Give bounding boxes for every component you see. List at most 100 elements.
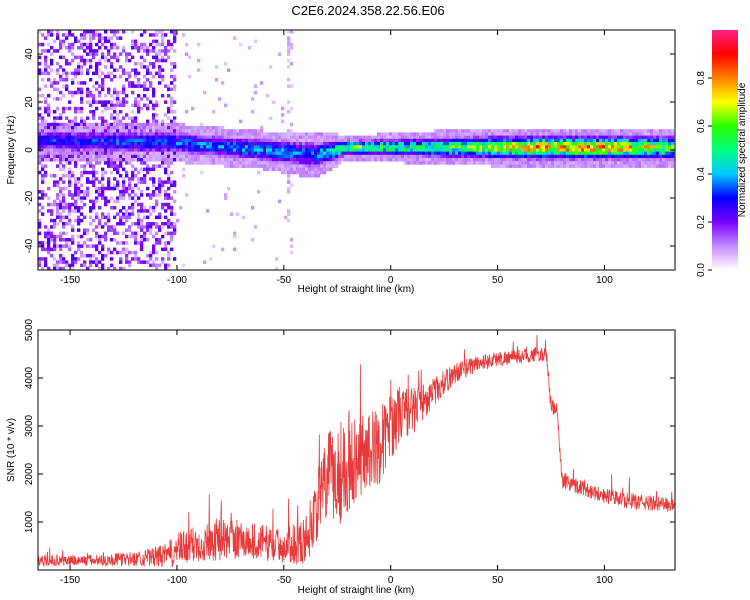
- spectrogram-cell: [182, 167, 186, 172]
- spectrogram-cell: [662, 145, 666, 149]
- spectrogram-cell: [185, 110, 189, 114]
- spectrogram-cell: [176, 135, 180, 140]
- spectrogram-cell: [47, 142, 51, 146]
- spectrogram-cell: [506, 142, 510, 146]
- spectrogram-cell: [221, 161, 225, 165]
- spectrogram-cell: [230, 135, 234, 140]
- spectrogram-cell: [134, 46, 138, 50]
- spectrogram-cell: [227, 161, 231, 165]
- spectrogram-cell: [572, 129, 576, 133]
- spectrogram-cell: [656, 164, 660, 168]
- spectrogram-cell: [92, 110, 96, 114]
- spectrogram-cell: [650, 145, 654, 149]
- spectrogram-cell: [95, 81, 99, 85]
- spectrogram-cell: [134, 151, 138, 156]
- spectrogram-cell: [164, 190, 168, 194]
- colorbar-tick-label: 0.2: [696, 215, 707, 229]
- spectrogram-cell: [161, 74, 165, 79]
- spectrogram-cell: [635, 132, 639, 136]
- spectrogram-cell: [239, 145, 243, 149]
- spectrogram-cell: [653, 135, 657, 140]
- spectrogram-cell: [98, 122, 102, 127]
- spectrogram-cell: [584, 132, 588, 136]
- spectrogram-cell: [74, 142, 78, 146]
- spectrogram-cell: [56, 135, 60, 140]
- spectrogram-cell: [68, 161, 72, 165]
- spectrogram-cell: [155, 30, 159, 34]
- spectrogram-cell: [473, 129, 477, 133]
- spectrogram-cell: [398, 151, 402, 156]
- spectrogram-cell: [173, 119, 177, 124]
- spectrogram-cell: [278, 164, 282, 168]
- spectrogram-cell: [332, 148, 336, 152]
- spectrogram-cell: [284, 138, 288, 143]
- spectrogram-cell: [167, 106, 171, 111]
- spectrogram-cell: [293, 158, 297, 162]
- spectrogram-cell: [542, 135, 546, 140]
- spectrogram-cell: [332, 151, 336, 156]
- spectrogram-cell: [671, 161, 675, 165]
- spectrogram-cell: [149, 145, 153, 149]
- spectrogram-cell: [284, 167, 288, 172]
- spectrogram-cell: [59, 190, 63, 194]
- spectrogram-cell: [596, 148, 600, 152]
- spectrogram-cell: [137, 186, 141, 191]
- spectrogram-cell: [644, 161, 648, 165]
- spectrogram-cell: [107, 218, 111, 223]
- spectrogram-cell: [644, 132, 648, 136]
- spectrogram-cell: [656, 158, 660, 162]
- spectrogram-cell: [59, 142, 63, 146]
- spectrogram-cell: [482, 135, 486, 140]
- spectrogram-cell: [290, 46, 294, 50]
- spectrogram-cell: [284, 132, 288, 136]
- spectrogram-cell: [113, 42, 117, 47]
- spectrogram-cell: [140, 206, 144, 210]
- spectrogram-cell: [77, 209, 81, 213]
- spectrogram-cell: [629, 129, 633, 133]
- spectrogram-cells: [38, 30, 675, 271]
- spectrogram-cell: [53, 122, 57, 127]
- spectrogram-cell: [458, 142, 462, 146]
- spectrogram-cell: [134, 116, 138, 120]
- spectrogram-cell: [626, 151, 630, 156]
- spectrogram-cell: [590, 151, 594, 156]
- spectrogram-cell: [74, 90, 78, 95]
- spectrogram-cell: [491, 154, 495, 159]
- spectrogram-cell: [44, 148, 48, 152]
- spectrogram-cell: [212, 135, 216, 140]
- spectrogram-cell: [158, 145, 162, 149]
- spectrogram-cell: [572, 132, 576, 136]
- spectrogram-cell: [575, 158, 579, 162]
- spectrogram-cell: [245, 158, 249, 162]
- spectrogram-cell: [197, 68, 201, 72]
- spectrogram-cell: [620, 132, 624, 136]
- spectrogram-cell: [56, 145, 60, 149]
- spectrogram-cell: [314, 148, 318, 152]
- spectrogram-cell: [548, 161, 552, 165]
- spectrogram-cell: [389, 148, 393, 152]
- spectrogram-cell: [488, 154, 492, 159]
- spectrogram-cell: [293, 151, 297, 156]
- spectrogram-cell: [245, 142, 249, 146]
- spectrogram-cell: [38, 231, 42, 236]
- spectrogram-cell: [596, 142, 600, 146]
- spectrogram-cell: [122, 206, 126, 210]
- spectrogram-cell: [236, 158, 240, 162]
- spectrogram-cell: [590, 154, 594, 159]
- spectrogram-cell: [461, 161, 465, 165]
- spectrogram-cell: [530, 161, 534, 165]
- spectrogram-cell: [101, 170, 105, 175]
- spectrogram-cell: [128, 135, 132, 140]
- spectrogram-cell: [50, 33, 54, 37]
- spectrogram-cell: [182, 122, 186, 127]
- spectrogram-cell: [293, 132, 297, 136]
- spectrogram-cell: [554, 132, 558, 136]
- spectrogram-cell: [161, 234, 165, 239]
- spectrogram-cell: [287, 190, 291, 194]
- spectrogram-cell: [86, 94, 90, 98]
- spectrogram-cell: [167, 87, 171, 92]
- spectrogram-cell: [581, 129, 585, 133]
- spectrogram-cell: [320, 151, 324, 156]
- spectrogram-cell: [179, 145, 183, 149]
- spectrogram-cell: [131, 110, 135, 114]
